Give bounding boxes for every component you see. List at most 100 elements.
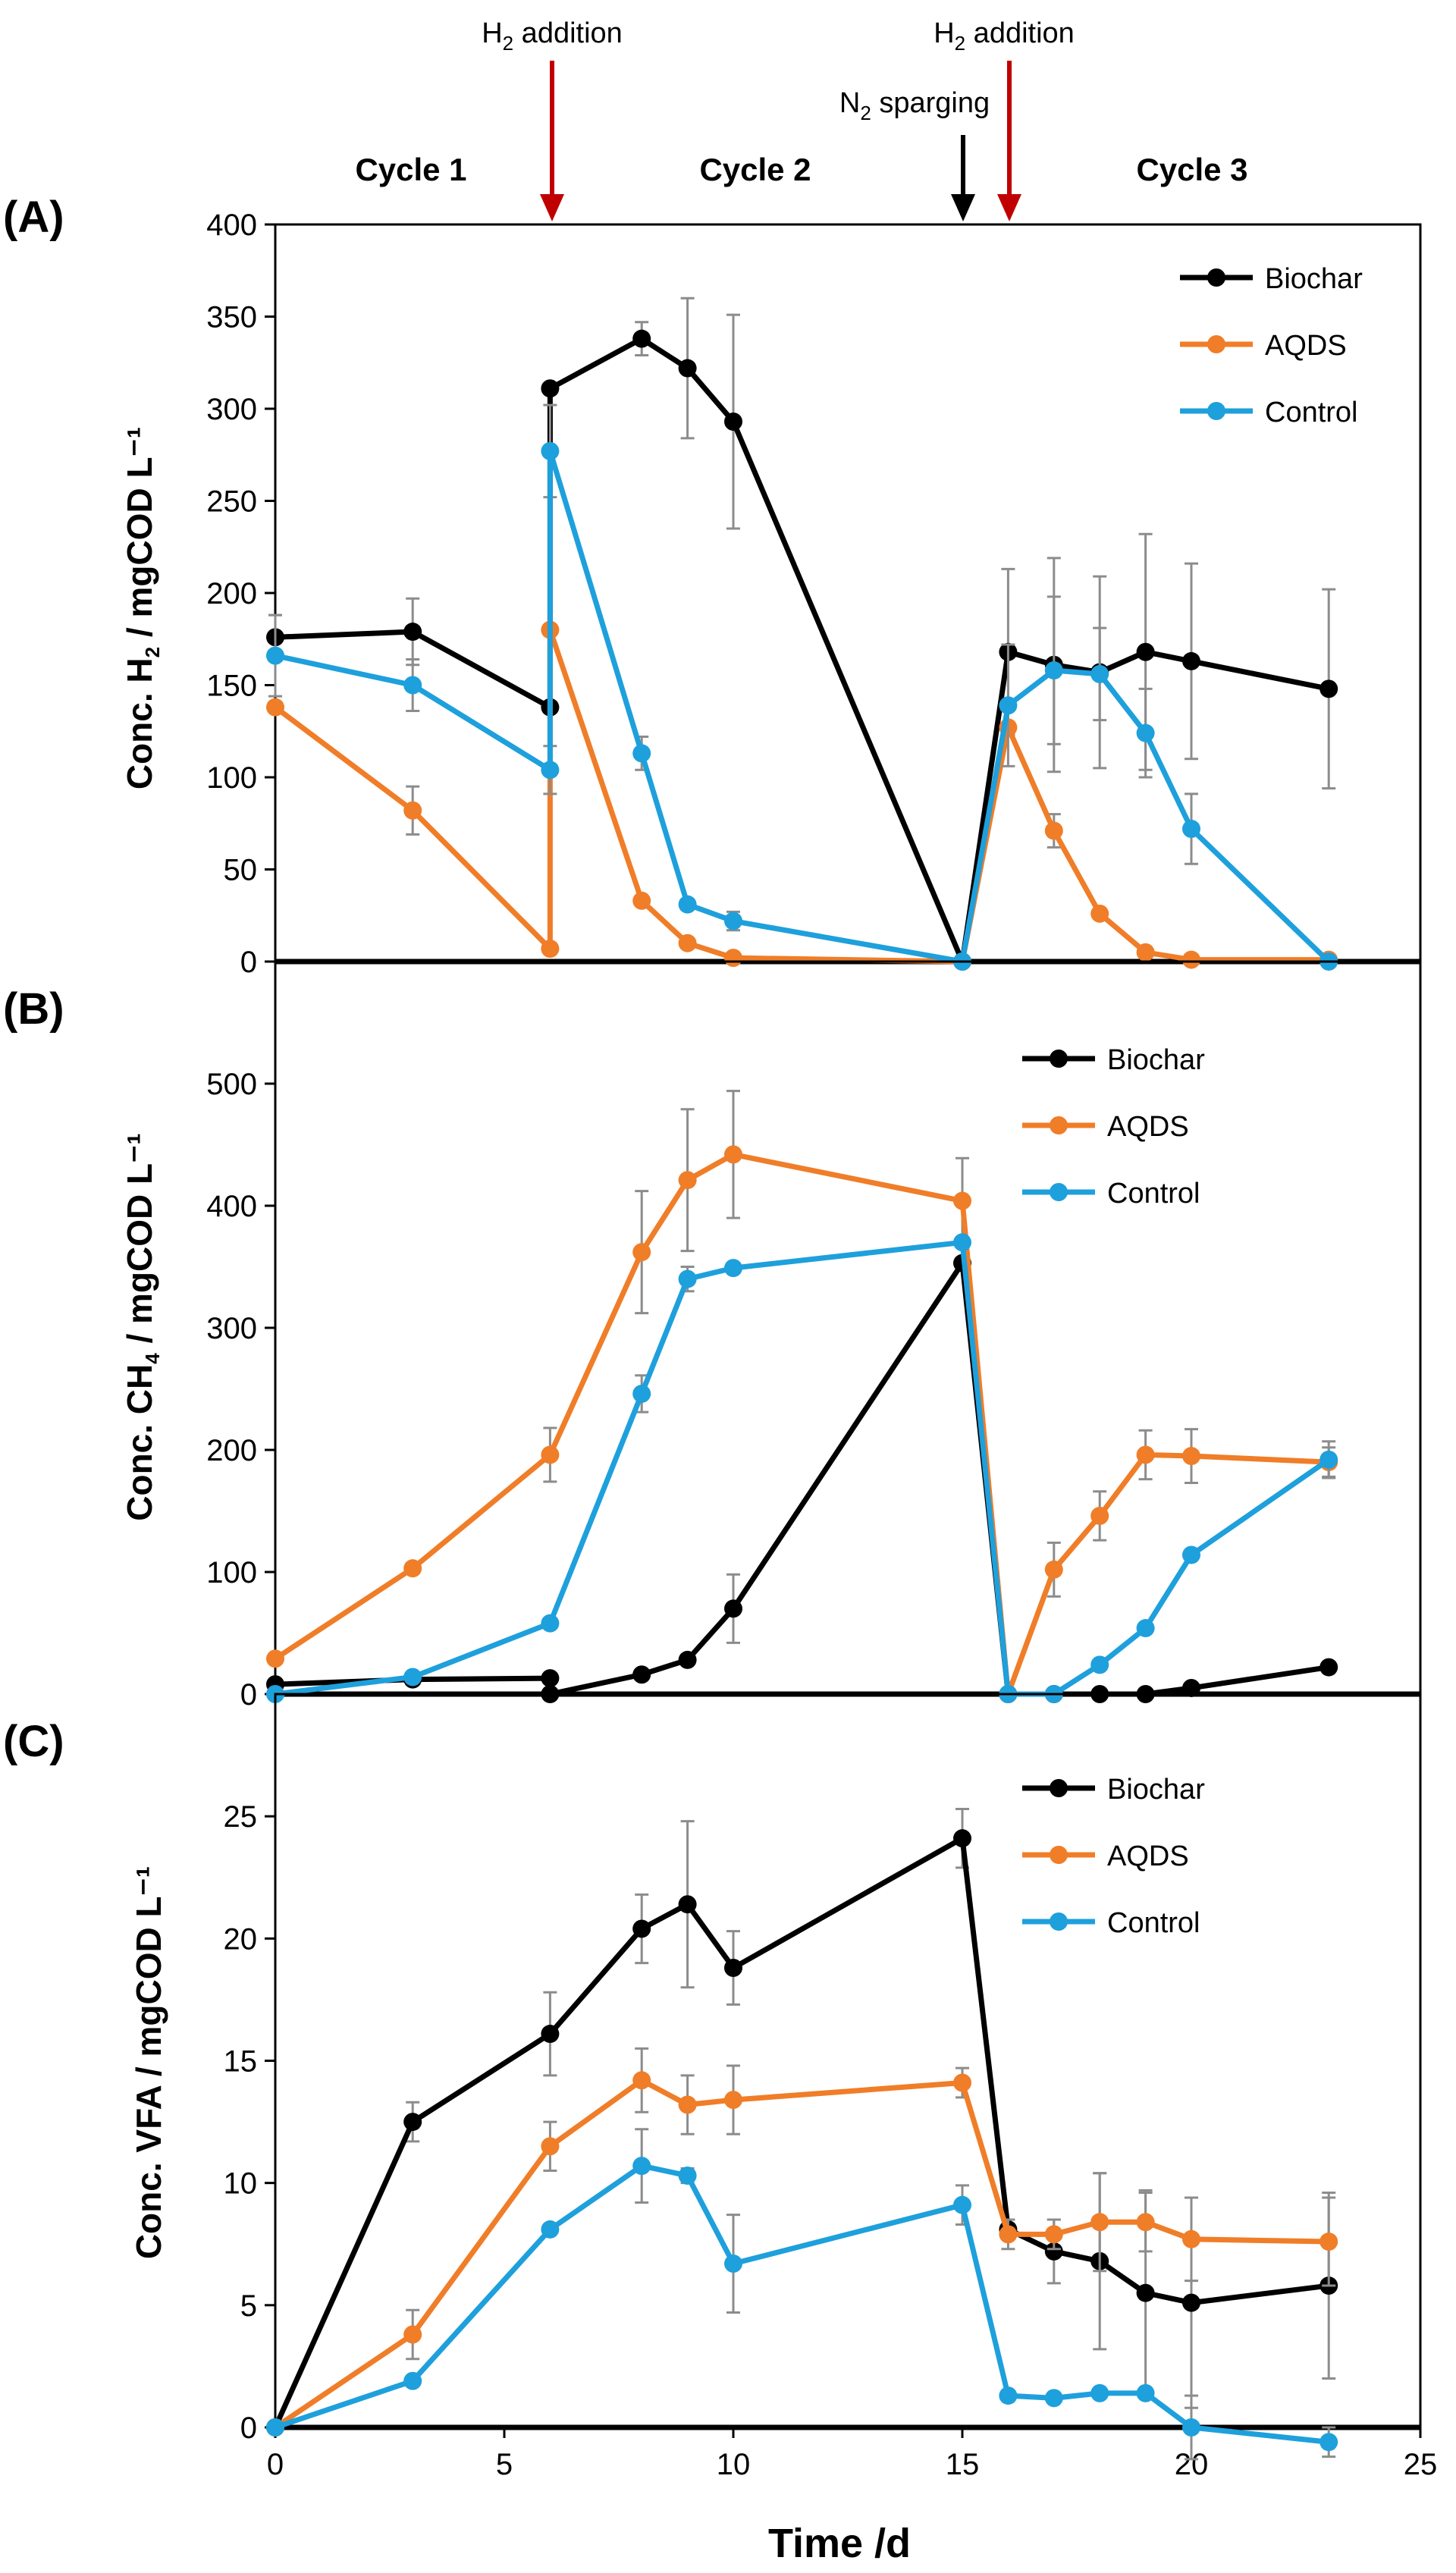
data-point [953, 1191, 971, 1210]
y-tick-label: 500 [206, 1068, 257, 1101]
cycle-2-label: Cycle 2 [699, 152, 811, 187]
x-axis-label: Time /d [768, 2521, 911, 2566]
h2-addition-arrowhead-2 [997, 194, 1021, 221]
legend-label: Biochar [1107, 1774, 1205, 1806]
data-point [724, 1959, 742, 1978]
data-point [1136, 2213, 1155, 2232]
data-point [1044, 2225, 1063, 2244]
x-tick-label: 5 [496, 2448, 513, 2481]
data-point [724, 413, 742, 431]
data-point [541, 2137, 560, 2156]
data-point [1044, 2242, 1063, 2261]
data-point [541, 1445, 560, 1464]
data-point [724, 2091, 742, 2110]
y-tick-label: 250 [206, 485, 257, 519]
series-line [274, 2077, 1329, 2430]
data-point [541, 1669, 560, 1688]
y-axis-label-b: Conc. CH4 / mgCOD L⁻¹ [120, 1133, 164, 1521]
data-point [403, 623, 422, 642]
data-point [999, 2386, 1018, 2405]
y-tick-label: 0 [240, 1678, 257, 1712]
data-point [724, 2255, 742, 2273]
data-point [632, 891, 651, 910]
series-control [266, 403, 1338, 971]
y-tick-label: 200 [206, 577, 257, 610]
x-tick-label: 25 [1404, 2448, 1438, 2481]
legend-marker [1207, 402, 1225, 420]
y-tick-label: 300 [206, 1312, 257, 1345]
y-tick-label: 100 [206, 761, 257, 795]
legend-marker [1050, 1779, 1068, 1797]
series-line [275, 1239, 1331, 1697]
data-point [632, 1243, 651, 1262]
panel-label-c: (C) [3, 1717, 64, 1766]
cycle-1-label: Cycle 1 [355, 152, 466, 187]
data-point [403, 801, 422, 820]
data-point [678, 895, 697, 914]
data-point [678, 1171, 697, 1190]
data-point [632, 1384, 651, 1403]
legend-marker [1207, 268, 1225, 287]
data-point [724, 1145, 742, 1164]
data-point [632, 1919, 651, 1938]
data-point [1182, 2293, 1200, 2312]
series-control [266, 2128, 1338, 2461]
data-point [1136, 1619, 1155, 1638]
data-point [403, 2371, 422, 2390]
data-point [1090, 1655, 1109, 1674]
data-point [953, 1233, 971, 1252]
data-point [632, 744, 651, 763]
data-point [1182, 1678, 1200, 1697]
series-line [275, 336, 1329, 965]
data-point [1182, 1545, 1200, 1564]
legend-marker [1050, 1116, 1068, 1134]
data-point [266, 1649, 284, 1668]
y-axis-label-c: Conc. VFA / mgCOD L⁻¹ [129, 1866, 168, 2259]
series-biochar [266, 1254, 1338, 1703]
data-point [541, 441, 560, 460]
y-tick-label: 10 [224, 2167, 258, 2201]
data-point [1044, 661, 1063, 680]
data-point [678, 933, 697, 952]
y-tick-label: 25 [224, 1800, 258, 1834]
data-point [541, 379, 560, 398]
data-point [1136, 642, 1155, 661]
panel-label-a: (A) [3, 193, 64, 242]
data-point [632, 2071, 651, 2090]
data-point [678, 1269, 697, 1288]
n2-sparging-label: N2 sparging [839, 87, 990, 124]
top-annotations: H2 addition H2 addition N2 sparging Cycl… [355, 17, 1248, 221]
data-point [678, 1895, 697, 1914]
data-point [1182, 1447, 1200, 1466]
legend-marker [1050, 1846, 1068, 1864]
data-point [724, 912, 742, 930]
y-tick-label: 0 [240, 2411, 257, 2445]
n2-sparging-arrowhead [951, 194, 975, 221]
cycle-3-label: Cycle 3 [1136, 152, 1247, 187]
legend: Biochar AQDS Control [1022, 1774, 1205, 1939]
data-point [1044, 821, 1063, 840]
y-tick-label: 50 [224, 854, 258, 887]
legend-label: Control [1107, 1907, 1200, 1939]
data-point [1136, 2283, 1155, 2302]
data-point [1044, 1560, 1063, 1579]
data-point [1182, 651, 1200, 670]
data-point [953, 2195, 971, 2214]
data-point [1182, 2418, 1200, 2437]
h2-addition-arrowhead-1 [540, 194, 564, 221]
series-line [275, 448, 1331, 965]
y-tick-label: 300 [206, 393, 257, 426]
data-point [541, 2220, 560, 2239]
legend-label: AQDS [1107, 1840, 1189, 1872]
y-tick-label: 150 [206, 670, 257, 703]
y-tick-label: 200 [206, 1434, 257, 1467]
series-biochar [266, 297, 1338, 971]
data-point [1044, 2389, 1063, 2408]
data-point [1182, 950, 1200, 969]
data-point [1090, 664, 1109, 683]
legend-label: Biochar [1107, 1044, 1205, 1076]
data-point [1182, 820, 1200, 839]
data-point [953, 1829, 971, 1848]
data-point [678, 2166, 697, 2185]
